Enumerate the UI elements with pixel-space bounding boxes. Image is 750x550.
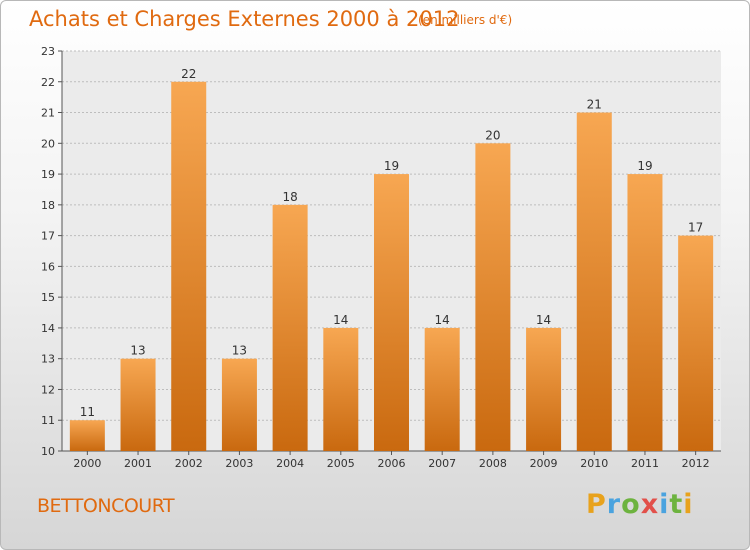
y-tick-label-18: 18 (41, 199, 55, 212)
bar-2004 (272, 204, 308, 451)
y-tick-label-10: 10 (41, 445, 55, 458)
bar-2009 (526, 327, 562, 451)
x-tick-label-2001: 2001 (124, 457, 152, 470)
y-tick-label-13: 13 (41, 353, 55, 366)
bar-value-label-2001: 13 (130, 344, 145, 358)
x-tick-label-2003: 2003 (225, 457, 253, 470)
proxiti-logo: Proxiti (586, 489, 694, 520)
y-tick-label-11: 11 (41, 414, 55, 427)
bar-value-label-2010: 21 (587, 98, 602, 112)
bar-2010 (576, 112, 612, 452)
x-tick-label-2000: 2000 (73, 457, 101, 470)
x-tick-label-2006: 2006 (378, 457, 406, 470)
bar-value-label-2000: 11 (80, 405, 95, 419)
bar-2003 (221, 358, 257, 451)
bar-value-label-2007: 14 (435, 313, 450, 327)
y-tick-label-15: 15 (41, 291, 55, 304)
bar-value-label-2011: 19 (637, 159, 652, 173)
chart-title: Achats et Charges Externes 2000 à 2012 (29, 7, 460, 31)
logo-letter: r (606, 489, 622, 520)
bar-2000 (69, 420, 105, 451)
bar-value-label-2009: 14 (536, 313, 551, 327)
x-tick-label-2008: 2008 (479, 457, 507, 470)
bar-2007 (424, 327, 460, 451)
bar-value-label-2008: 20 (485, 128, 500, 142)
bar-2012 (678, 235, 714, 451)
x-tick-label-2007: 2007 (428, 457, 456, 470)
bar-value-label-2004: 18 (282, 190, 297, 204)
x-tick-label-2005: 2005 (327, 457, 355, 470)
y-tick-label-22: 22 (41, 76, 55, 89)
logo-letter: t (669, 489, 684, 520)
logo-letter: o (621, 489, 641, 520)
y-tick-label-12: 12 (41, 383, 55, 396)
bar-value-label-2003: 13 (232, 344, 247, 358)
logo-letter: i (683, 489, 694, 520)
y-tick-label-14: 14 (41, 322, 55, 335)
bar-2006 (374, 174, 409, 452)
bar-value-label-2005: 14 (333, 313, 348, 327)
bar-value-label-2006: 19 (384, 159, 399, 173)
y-tick-label-23: 23 (41, 45, 55, 58)
x-tick-label-2010: 2010 (580, 457, 608, 470)
bar-2011 (627, 174, 663, 452)
logo-letter: i (659, 489, 670, 520)
x-tick-label-2011: 2011 (631, 457, 659, 470)
logo-letter: x (640, 489, 660, 520)
bar-2002 (171, 81, 207, 452)
x-tick-label-2012: 2012 (682, 457, 710, 470)
x-tick-label-2009: 2009 (530, 457, 558, 470)
y-tick-label-17: 17 (41, 230, 55, 243)
y-tick-label-16: 16 (41, 260, 55, 273)
logo-letter: P (586, 489, 607, 520)
y-tick-label-19: 19 (41, 168, 55, 181)
y-tick-label-21: 21 (41, 107, 55, 120)
bar-value-label-2002: 22 (181, 67, 196, 81)
commune-name: BETTONCOURT (37, 495, 175, 517)
bar-2008 (475, 143, 511, 452)
bar-2005 (323, 327, 359, 451)
chart-unit: (en milliers d'€) (418, 13, 513, 27)
x-tick-label-2002: 2002 (175, 457, 203, 470)
y-tick-label-20: 20 (41, 137, 55, 150)
x-tick-label-2004: 2004 (276, 457, 304, 470)
bar-2001 (120, 358, 156, 451)
bar-value-label-2012: 17 (688, 221, 703, 235)
